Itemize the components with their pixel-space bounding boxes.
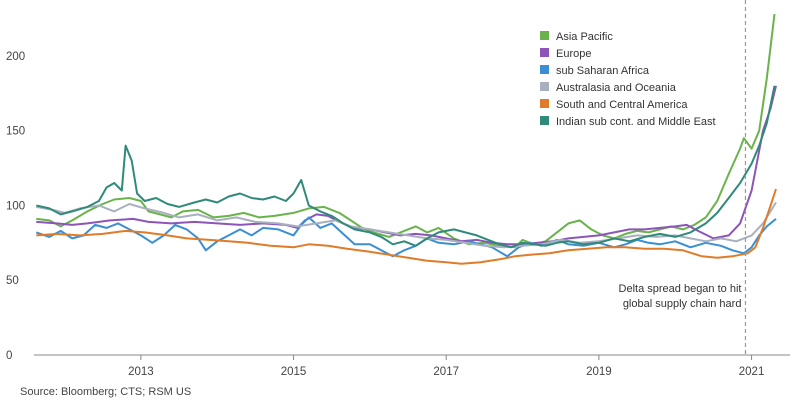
y-tick-label: 100 xyxy=(6,200,25,212)
x-tick-label: 2013 xyxy=(128,366,154,378)
series-line-asia-pacific xyxy=(36,13,776,249)
legend-label: Europe xyxy=(556,48,591,60)
series-line-europe xyxy=(36,85,777,246)
legend-label: Asia Pacific xyxy=(556,31,613,43)
legend-swatch xyxy=(540,65,549,74)
source-note: Source: Bloomberg; CTS; RSM US xyxy=(20,386,192,398)
legend-label: sub Saharan Africa xyxy=(556,65,650,77)
legend-swatch xyxy=(540,31,549,40)
annotation-text: Delta spread began to hit xyxy=(619,283,742,295)
legend-swatch xyxy=(540,116,549,125)
y-tick-label: 200 xyxy=(6,51,25,63)
series-line-south-and-central-america xyxy=(36,188,777,265)
x-axis-ticks: 2013 2015 2017 2019 2021 xyxy=(128,355,764,378)
legend-label: South and Central America xyxy=(556,99,688,111)
legend-swatch xyxy=(540,48,549,57)
series-line-australasia-and-oceania xyxy=(36,201,777,249)
annotation: Delta spread began to hit global supply c… xyxy=(619,0,747,355)
legend-label: Australasia and Oceania xyxy=(556,82,677,94)
annotation-text: global supply chain hard xyxy=(623,298,742,310)
legend: Asia Pacific Europe sub Saharan Africa Aust… xyxy=(540,31,716,128)
y-axis-ticks: 0 50 100 150 200 xyxy=(6,51,25,362)
series-line-indian-sub-cont-and-middle-east xyxy=(36,85,776,249)
x-tick-label: 2015 xyxy=(281,366,307,378)
legend-swatch xyxy=(540,82,549,91)
x-tick-label: 2021 xyxy=(739,366,765,378)
y-tick-label: 50 xyxy=(6,275,19,287)
legend-swatch xyxy=(540,99,549,108)
y-tick-label: 150 xyxy=(6,126,25,138)
legend-label: Indian sub cont. and Middle East xyxy=(556,116,716,128)
series-layer xyxy=(35,13,777,265)
x-tick-label: 2017 xyxy=(433,366,459,378)
y-tick-label: 0 xyxy=(6,350,12,362)
x-tick-label: 2019 xyxy=(586,366,612,378)
